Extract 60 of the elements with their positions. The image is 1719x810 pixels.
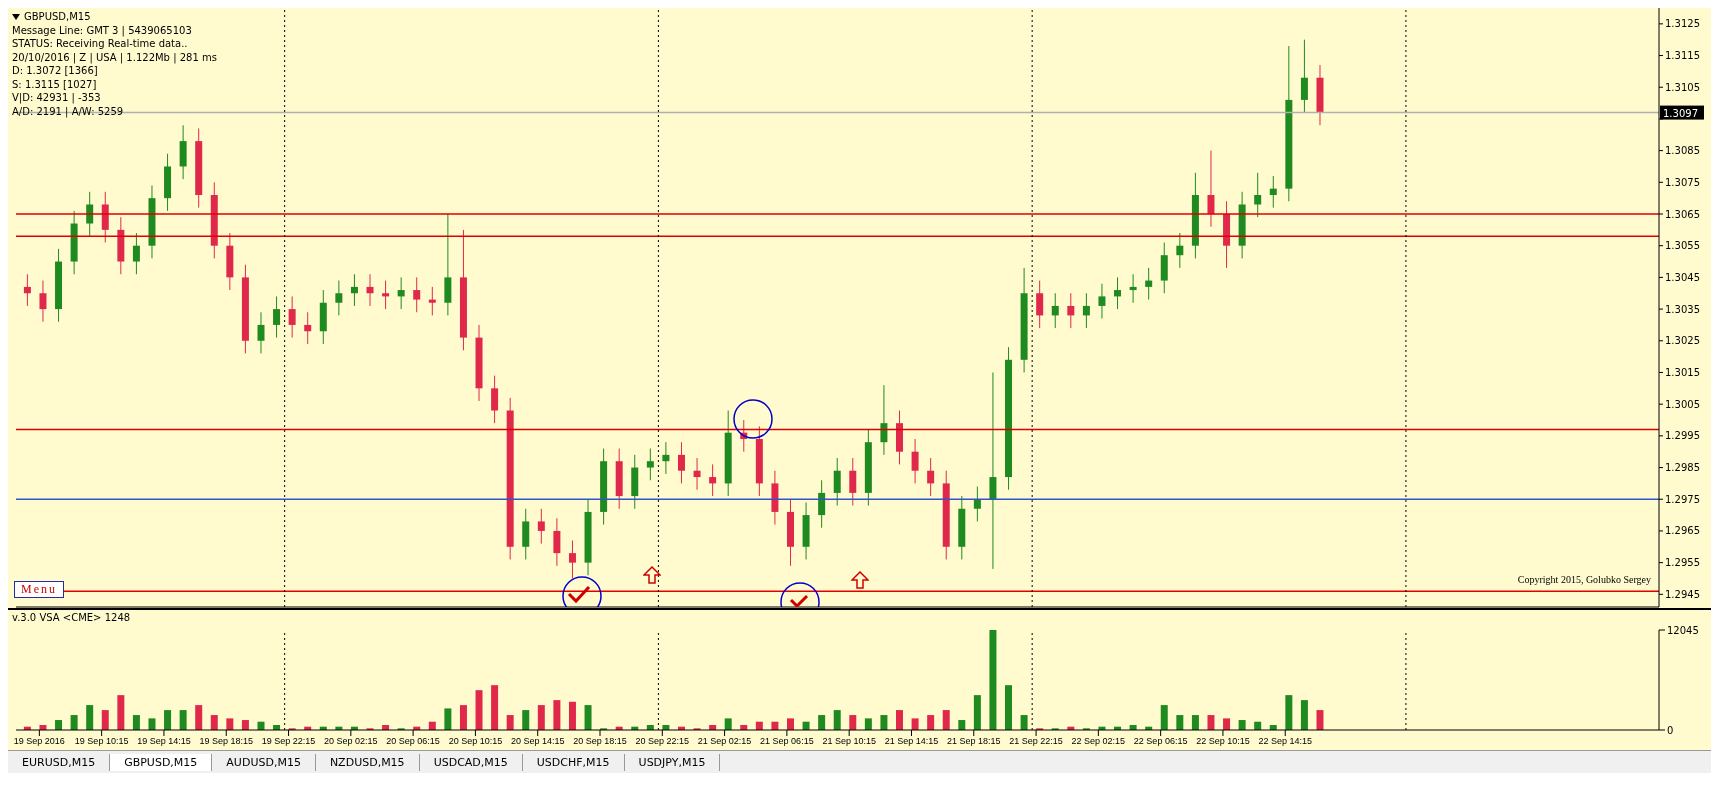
y-tick-label: 1.3055: [1665, 240, 1700, 252]
y-tick-label: 1.2955: [1665, 557, 1700, 569]
x-tick-label: 22 Sep 10:15: [1196, 736, 1250, 747]
x-tick-label: 21 Sep 14:15: [884, 736, 939, 747]
y-tick-label: 1.3085: [1665, 145, 1700, 157]
y-tick-label: 1.3115: [1665, 50, 1700, 62]
y-tick-label: 12045: [1667, 624, 1699, 636]
x-tick-label: 20 Sep 14:15: [510, 736, 565, 747]
y-tick-label: 1.2965: [1665, 525, 1700, 537]
x-tick-label: 19 Sep 10:15: [74, 736, 129, 747]
x-tick-label: 19 Sep 22:15: [261, 736, 316, 747]
x-tick-label: 21 Sep 02:15: [697, 736, 752, 747]
annotation: Message Line: GMT 3 | 5439065103: [12, 23, 193, 37]
x-tick-label: 20 Sep 06:15: [386, 736, 440, 747]
annotation: A/D: 2191 | A/W: 5259: [12, 104, 125, 118]
x-tick-label: 20 Sep 18:15: [573, 736, 627, 747]
text: AUDUSD,M15: [212, 753, 316, 771]
annotation: Copyright 2015, Golubko Sergey: [1517, 574, 1651, 585]
y-tick-label: 1.3025: [1665, 335, 1700, 347]
y-tick-label: 1.3035: [1665, 303, 1700, 315]
annotation: Menu: [14, 581, 64, 598]
x-tick-label: 20 Sep 22:15: [635, 736, 690, 747]
y-tick-label: 1.2975: [1665, 493, 1700, 505]
text: NZDUSD,M15: [315, 753, 420, 771]
x-tick-label: 22 Sep 14:15: [1258, 736, 1313, 747]
y-tick-label: 1.3075: [1665, 176, 1700, 188]
y-tick-label: 1.2985: [1665, 462, 1700, 474]
text: USDCAD,M15: [419, 753, 523, 771]
x-tick-label: 19 Sep 14:15: [137, 736, 191, 747]
y-tick-label: 1.3005: [1665, 398, 1700, 410]
y-tick-label: 1.2945: [1665, 588, 1700, 600]
annotation: D: 1.3072 [1366]: [12, 64, 99, 78]
chart-title: GBPUSD,M15: [24, 10, 91, 24]
annotation: V|D: 42931 | -353: [12, 91, 102, 105]
x-tick-label: 19 Sep 18:15: [199, 736, 254, 747]
x-tick-label: 21 Sep 18:15: [946, 736, 1001, 747]
y-tick-label: 1.3045: [1665, 271, 1700, 283]
y-tick-label: 1.2995: [1665, 430, 1700, 442]
x-tick-label: 21 Sep 22:15: [1009, 736, 1063, 747]
annotation: STATUS: Receiving Real-time data..: [12, 37, 189, 51]
x-tick-label: 22 Sep 02:15: [1071, 736, 1126, 747]
x-tick-label: 19 Sep 2016: [13, 736, 65, 747]
y-tick-label: 1.3015: [1665, 367, 1700, 379]
x-tick-label: 21 Sep 06:15: [760, 736, 814, 747]
annotation: 20/10/2016 | Z | USA | 1.122Mb | 281 ms: [12, 50, 217, 64]
text: EURUSD,M15: [8, 753, 111, 771]
text: GBPUSD,M15: [110, 753, 213, 771]
y-tick-label: 1.3105: [1665, 81, 1700, 93]
annotation: S: 1.3115 [1027]: [12, 77, 98, 91]
x-tick-label: 20 Sep 02:15: [324, 736, 378, 747]
text: USDCHF,M15: [522, 753, 625, 771]
x-tick-label: 22 Sep 06:15: [1133, 736, 1188, 747]
x-tick-label: 21 Sep 10:15: [822, 736, 876, 747]
y-tick-label: 0: [1667, 724, 1674, 736]
text: USDJPY,M15: [624, 753, 721, 771]
text: v.3.0 VSA <CME> 1248: [12, 612, 131, 623]
ref-line-label: 1.3097: [1663, 107, 1698, 119]
y-tick-label: 1.3125: [1665, 18, 1700, 30]
x-tick-label: 20 Sep 10:15: [448, 736, 503, 747]
y-tick-label: 1.3065: [1665, 208, 1700, 220]
